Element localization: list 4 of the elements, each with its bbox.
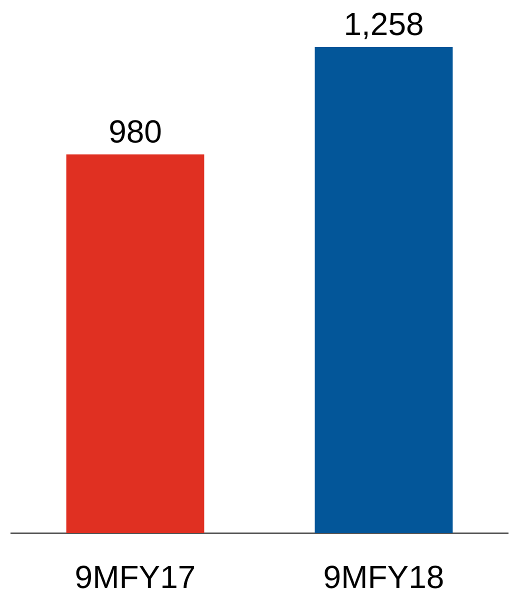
x-tick-label: 9MFY18 [323,559,444,596]
data-label: 1,258 [344,6,424,42]
x-tick-label: 9MFY17 [74,559,196,596]
data-label: 980 [108,113,162,150]
